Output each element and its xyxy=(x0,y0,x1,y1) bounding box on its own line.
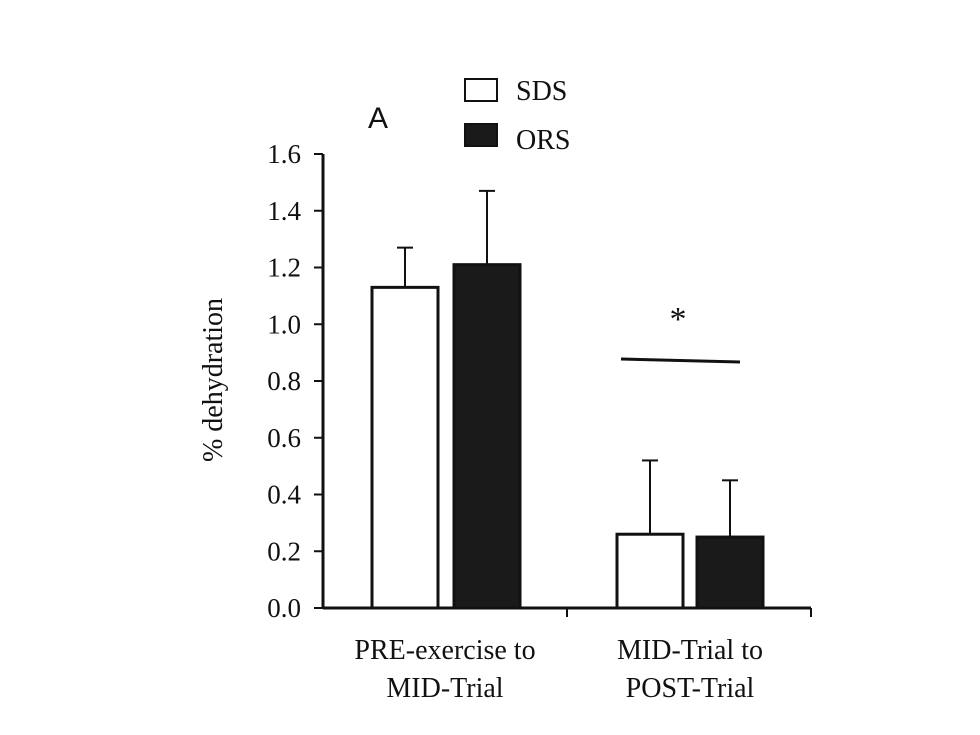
y-axis-ticks: 0.0 0.2 0.4 0.6 0.8 1.0 1.2 1.4 1.6 xyxy=(267,139,323,623)
annotations: * xyxy=(620,301,741,364)
bar-sds-0 xyxy=(370,285,440,610)
legend: SDS ORS xyxy=(464,76,570,156)
y-tick-label: 0.0 xyxy=(267,593,301,623)
x-category-label: MID-Trial xyxy=(386,673,503,704)
bars xyxy=(370,189,765,610)
y-tick-label: 1.2 xyxy=(267,253,301,283)
legend-label-ors: ORS xyxy=(516,125,570,156)
panel-label: A xyxy=(368,102,388,135)
bar-sds-1 xyxy=(615,532,685,610)
x-category-label: POST-Trial xyxy=(626,673,755,704)
x-category-label: PRE-exercise to xyxy=(354,635,535,666)
x-category-label: MID-Trial to xyxy=(617,635,763,666)
y-tick-label: 1.6 xyxy=(267,139,301,169)
legend-label-sds: SDS xyxy=(516,76,567,107)
y-tick-label: 0.4 xyxy=(267,480,301,510)
y-axis-label: % dehydration xyxy=(198,298,229,462)
bar-ors-1 xyxy=(695,535,765,610)
significance-marker: * xyxy=(670,301,687,338)
y-tick-label: 1.4 xyxy=(267,196,301,226)
legend-swatch-sds xyxy=(464,78,498,102)
x-axis-labels: PRE-exercise to MID-Trial MID-Trial to POST… xyxy=(354,635,763,704)
axes xyxy=(321,154,812,617)
significance-line xyxy=(620,357,741,364)
y-tick-label: 0.6 xyxy=(267,423,301,453)
bar-ors-0 xyxy=(452,263,522,610)
y-tick-label: 0.8 xyxy=(267,366,301,396)
legend-swatch-ors xyxy=(464,123,498,147)
y-tick-label: 0.2 xyxy=(267,536,301,566)
y-tick-label: 1.0 xyxy=(267,309,301,339)
